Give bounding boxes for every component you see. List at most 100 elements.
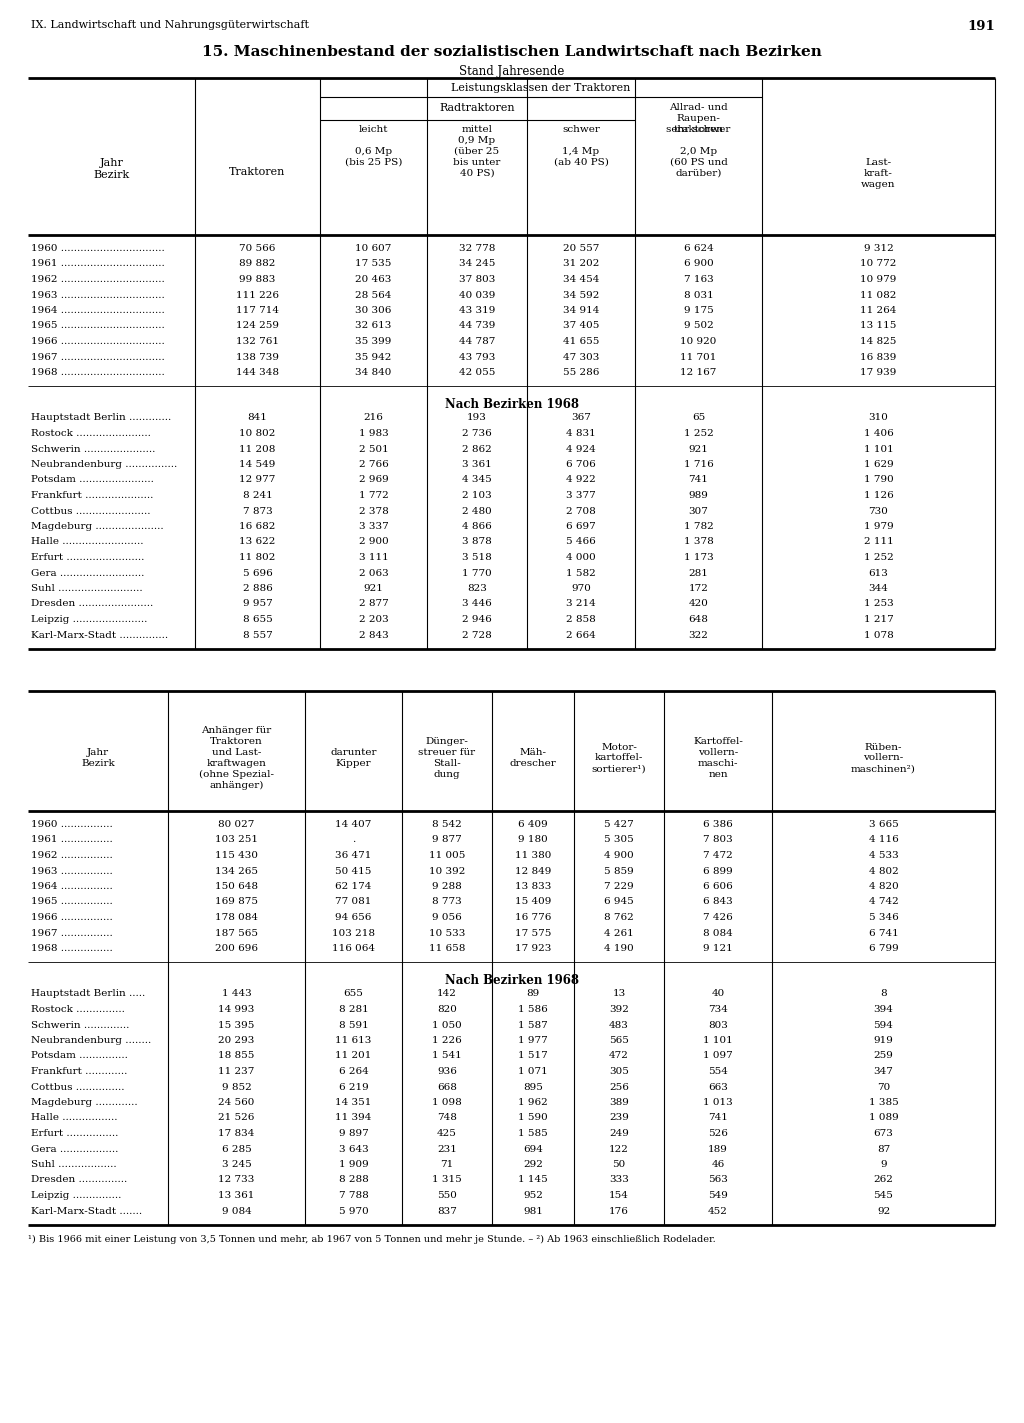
Text: Dünger-: Dünger- bbox=[426, 737, 468, 746]
Text: (über 25: (über 25 bbox=[455, 147, 500, 157]
Text: 6 285: 6 285 bbox=[221, 1144, 251, 1154]
Text: 10 392: 10 392 bbox=[429, 867, 465, 875]
Text: 741: 741 bbox=[688, 475, 709, 484]
Text: 17 834: 17 834 bbox=[218, 1128, 255, 1138]
Text: 8 241: 8 241 bbox=[243, 491, 272, 499]
Text: 115 430: 115 430 bbox=[215, 851, 258, 859]
Text: Magdeburg .............: Magdeburg ............. bbox=[31, 1099, 137, 1107]
Text: Cottbus ...............: Cottbus ............... bbox=[31, 1083, 125, 1091]
Text: 41 655: 41 655 bbox=[563, 337, 599, 346]
Text: Motor-: Motor- bbox=[601, 743, 637, 751]
Text: 70 566: 70 566 bbox=[240, 243, 275, 253]
Text: 2 862: 2 862 bbox=[462, 444, 492, 454]
Text: schwer: schwer bbox=[562, 125, 600, 134]
Text: 6 264: 6 264 bbox=[339, 1067, 369, 1076]
Text: 8 281: 8 281 bbox=[339, 1005, 369, 1015]
Text: Suhl ..........................: Suhl .......................... bbox=[31, 583, 142, 593]
Text: 1 716: 1 716 bbox=[684, 460, 714, 470]
Text: 80 027: 80 027 bbox=[218, 820, 255, 830]
Text: 936: 936 bbox=[437, 1067, 457, 1076]
Text: 970: 970 bbox=[571, 583, 591, 593]
Text: 919: 919 bbox=[873, 1036, 893, 1044]
Text: Schwerin ......................: Schwerin ...................... bbox=[31, 444, 156, 454]
Text: 0,6 Mp: 0,6 Mp bbox=[355, 147, 392, 157]
Text: Stall-: Stall- bbox=[433, 758, 461, 768]
Text: 1 315: 1 315 bbox=[432, 1175, 462, 1184]
Text: 21 526: 21 526 bbox=[218, 1114, 255, 1123]
Text: 9: 9 bbox=[881, 1160, 887, 1170]
Text: 663: 663 bbox=[708, 1083, 728, 1091]
Text: Erfurt ................: Erfurt ................ bbox=[31, 1128, 119, 1138]
Text: 16 839: 16 839 bbox=[860, 353, 897, 361]
Text: 5 970: 5 970 bbox=[339, 1207, 369, 1215]
Text: 11 208: 11 208 bbox=[240, 444, 275, 454]
Text: Halle .................: Halle ................. bbox=[31, 1114, 118, 1123]
Text: 11 394: 11 394 bbox=[335, 1114, 372, 1123]
Text: 2 766: 2 766 bbox=[358, 460, 388, 470]
Text: und Last-: und Last- bbox=[212, 748, 261, 757]
Text: 1 782: 1 782 bbox=[684, 522, 714, 531]
Text: 292: 292 bbox=[523, 1160, 543, 1170]
Text: 594: 594 bbox=[873, 1020, 893, 1029]
Text: 154: 154 bbox=[609, 1191, 629, 1200]
Text: 17 939: 17 939 bbox=[860, 369, 897, 377]
Text: 103 218: 103 218 bbox=[332, 928, 375, 938]
Text: 256: 256 bbox=[609, 1083, 629, 1091]
Text: Radtraktoren: Radtraktoren bbox=[439, 102, 515, 112]
Text: 6 799: 6 799 bbox=[868, 943, 898, 953]
Text: 10 979: 10 979 bbox=[860, 275, 897, 285]
Text: 42 055: 42 055 bbox=[459, 369, 496, 377]
Text: 2 858: 2 858 bbox=[566, 615, 596, 625]
Text: 34 592: 34 592 bbox=[563, 290, 599, 299]
Text: 2 501: 2 501 bbox=[358, 444, 388, 454]
Text: 50 415: 50 415 bbox=[335, 867, 372, 875]
Text: 35 399: 35 399 bbox=[355, 337, 392, 346]
Text: 1 587: 1 587 bbox=[518, 1020, 548, 1029]
Text: Raupen-: Raupen- bbox=[677, 114, 721, 122]
Text: 3 878: 3 878 bbox=[462, 538, 492, 546]
Text: 36 471: 36 471 bbox=[335, 851, 372, 859]
Text: 281: 281 bbox=[688, 569, 709, 578]
Text: 550: 550 bbox=[437, 1191, 457, 1200]
Text: 55 286: 55 286 bbox=[563, 369, 599, 377]
Text: 124 259: 124 259 bbox=[236, 322, 279, 330]
Text: 0,9 Mp: 0,9 Mp bbox=[459, 137, 496, 145]
Text: 7 788: 7 788 bbox=[339, 1191, 369, 1200]
Text: 1 226: 1 226 bbox=[432, 1036, 462, 1044]
Text: 347: 347 bbox=[873, 1067, 893, 1076]
Text: 2 969: 2 969 bbox=[358, 475, 388, 484]
Text: 37 405: 37 405 bbox=[563, 322, 599, 330]
Text: 1 629: 1 629 bbox=[863, 460, 893, 470]
Text: 1 586: 1 586 bbox=[518, 1005, 548, 1015]
Text: 87: 87 bbox=[877, 1144, 890, 1154]
Text: 249: 249 bbox=[609, 1128, 629, 1138]
Text: 425: 425 bbox=[437, 1128, 457, 1138]
Text: 2 946: 2 946 bbox=[462, 615, 492, 625]
Text: 6 899: 6 899 bbox=[703, 867, 733, 875]
Text: 1967 ................: 1967 ................ bbox=[31, 928, 113, 938]
Text: 7 472: 7 472 bbox=[703, 851, 733, 859]
Text: 483: 483 bbox=[609, 1020, 629, 1029]
Text: 1 173: 1 173 bbox=[684, 554, 714, 562]
Text: 34 245: 34 245 bbox=[459, 259, 496, 269]
Text: 6 900: 6 900 bbox=[684, 259, 714, 269]
Text: Dresden .......................: Dresden ....................... bbox=[31, 599, 154, 609]
Text: 6 843: 6 843 bbox=[703, 898, 733, 906]
Text: 4 924: 4 924 bbox=[566, 444, 596, 454]
Text: 8 762: 8 762 bbox=[604, 914, 634, 922]
Text: 2 708: 2 708 bbox=[566, 507, 596, 515]
Text: 187 565: 187 565 bbox=[215, 928, 258, 938]
Text: 10 607: 10 607 bbox=[355, 243, 392, 253]
Text: 394: 394 bbox=[873, 1005, 893, 1015]
Text: 1 582: 1 582 bbox=[566, 569, 596, 578]
Text: Erfurt ........................: Erfurt ........................ bbox=[31, 554, 144, 562]
Text: 1 909: 1 909 bbox=[339, 1160, 369, 1170]
Text: 92: 92 bbox=[877, 1207, 890, 1215]
Text: 20 557: 20 557 bbox=[563, 243, 599, 253]
Text: 4 802: 4 802 bbox=[868, 867, 898, 875]
Text: 344: 344 bbox=[868, 583, 889, 593]
Text: 7 163: 7 163 bbox=[684, 275, 714, 285]
Text: Bezirk: Bezirk bbox=[81, 758, 115, 768]
Text: (bis 25 PS): (bis 25 PS) bbox=[345, 158, 402, 166]
Text: 9 897: 9 897 bbox=[339, 1128, 369, 1138]
